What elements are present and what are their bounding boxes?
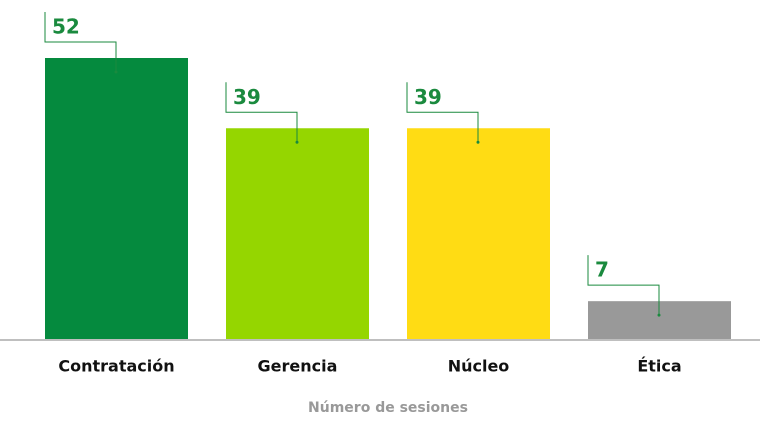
- x-tick-label: Núcleo: [448, 357, 510, 376]
- leader-dot: [476, 140, 480, 144]
- x-tick-label: Contratación: [58, 357, 174, 376]
- bar: [45, 58, 188, 339]
- leader-line: [225, 82, 298, 143]
- value-label: 39: [414, 85, 442, 109]
- leader-dot: [295, 140, 299, 144]
- leader-line: [44, 12, 117, 72]
- value-label: 7: [595, 258, 609, 282]
- leader-dot: [114, 70, 118, 74]
- leader-dot: [657, 313, 661, 317]
- bar: [407, 128, 550, 339]
- value-label: 39: [233, 85, 261, 109]
- value-label: 52: [52, 15, 80, 39]
- leader-line: [587, 255, 660, 316]
- bar: [226, 128, 369, 339]
- x-tick-label: Gerencia: [258, 357, 338, 376]
- leader-line: [406, 82, 479, 143]
- x-tick-label: Ética: [637, 357, 681, 376]
- x-axis-title: Número de sesiones: [308, 400, 468, 416]
